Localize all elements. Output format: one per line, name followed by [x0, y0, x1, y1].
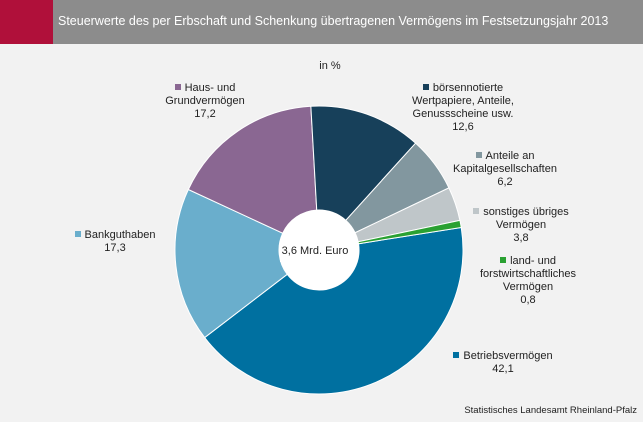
- slice-label-bank: Bankguthaben 17,3: [70, 229, 160, 255]
- legend-swatch-sonstiges: [473, 208, 480, 214]
- slice-value-sonstiges: 3,8: [513, 232, 529, 244]
- pie-slice-betrieb: [203, 226, 464, 395]
- legend-swatch-haus: [174, 84, 181, 90]
- unit-label: in %: [319, 60, 341, 72]
- slice-name-landforst: land- und forstwirtschaftliches Vermögen: [480, 255, 576, 293]
- slice-label-boerse: börsennotierte Wertpapiere, Anteile, Genus…: [398, 82, 528, 134]
- chart-header: Steuerwerte des per Erbschaft und Schenk…: [0, 0, 643, 44]
- legend-swatch-kapital: [475, 152, 482, 158]
- chart-title: Steuerwerte des per Erbschaft und Schenk…: [58, 14, 609, 28]
- slice-value-haus: 17,2: [194, 108, 216, 120]
- source-note: Statistisches Landesamt Rheinland-Pfalz: [464, 405, 637, 416]
- slice-value-bank: 17,3: [104, 242, 126, 254]
- slice-name-betrieb: Betriebsvermögen: [463, 350, 553, 362]
- slice-name-boerse: börsennotierte Wertpapiere, Anteile, Genus…: [412, 82, 514, 120]
- legend-swatch-bank: [74, 231, 81, 237]
- slice-value-landforst: 0,8: [520, 294, 536, 306]
- slice-value-boerse: 12,6: [452, 121, 474, 133]
- slice-label-sonstiges: sonstiges übriges Vermögen 3,8: [466, 206, 576, 245]
- slice-name-kapital: Anteile an Kapitalgesellschaften: [453, 150, 557, 175]
- legend-swatch-landforst: [500, 257, 507, 263]
- slice-label-landforst: land- und forstwirtschaftliches Vermögen 0…: [468, 255, 588, 307]
- slice-label-kapital: Anteile an Kapitalgesellschaften 6,2: [450, 150, 560, 189]
- legend-swatch-betrieb: [453, 352, 460, 358]
- center-total-label: 3,6 Mrd. Euro: [280, 240, 350, 262]
- slice-value-kapital: 6,2: [497, 176, 513, 188]
- slice-name-bank: Bankguthaben: [84, 229, 156, 241]
- slice-name-haus: Haus- und Grundvermögen: [165, 82, 245, 107]
- slice-name-sonstiges: sonstiges übriges Vermögen: [483, 206, 569, 231]
- header-accent-block: [0, 0, 53, 44]
- legend-swatch-boerse: [422, 84, 429, 90]
- slice-label-haus: Haus- und Grundvermögen 17,2: [150, 82, 260, 121]
- pie-slices: [174, 105, 464, 395]
- slice-value-betrieb: 42,1: [492, 363, 514, 375]
- slice-label-betrieb: Betriebsvermögen 42,1: [448, 350, 558, 376]
